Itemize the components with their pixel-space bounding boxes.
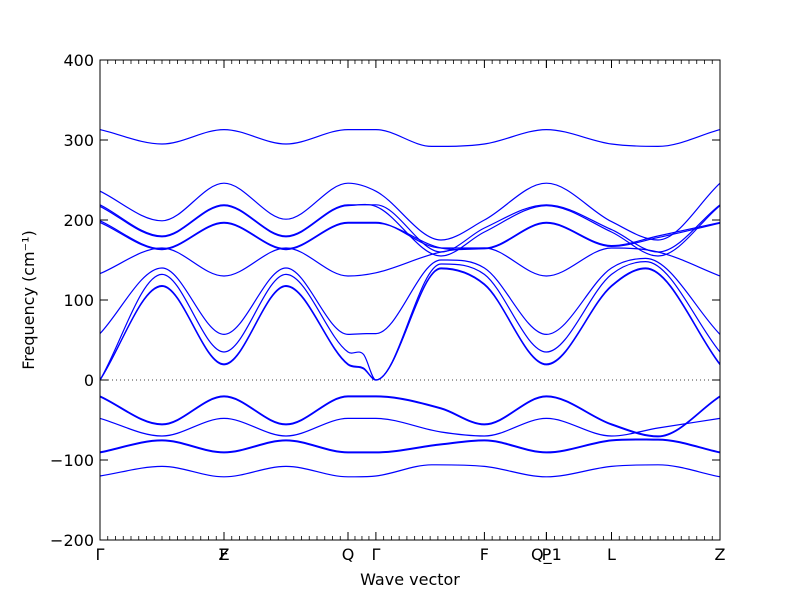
phonon-branch-8 [99,257,721,336]
x-axis-label: Wave vector [360,570,460,589]
series-layer [99,128,721,478]
y-axis-label: Frequency (cm⁻¹) [19,230,38,369]
x-tick-label: Γ [96,545,105,564]
x-tick-label: Z [219,545,230,564]
y-tick-label: 0 [84,371,94,390]
x-axis-ticks: Γ ZF Q Γ F PQ_1 L Z [96,60,726,565]
phonon-branch-14 [99,417,721,437]
y-tick-label: 200 [63,211,94,230]
phonon-branch-16 [99,439,721,454]
x-tick-label: Z [715,545,726,564]
phonon-branch-11 [99,268,721,381]
y-tick-label: −200 [50,531,94,550]
y-tick-label: 400 [63,51,94,70]
y-tick-label: 300 [63,131,94,150]
phonon-branch-12 [99,395,721,437]
phonon-branch-6 [99,221,721,251]
x-tick-label: Q [342,545,355,564]
phonon-branch-13 [99,396,721,438]
phonon-branch-15 [99,438,721,453]
phonon-branch-1 [99,128,721,148]
phonon-branch-17 [99,464,721,478]
y-axis-ticks: −200 −100 0 100 200 300 400 [50,51,720,550]
x-tick-label: L [607,545,616,564]
x-tick-label: Q_1 [531,545,562,565]
y-tick-label: 100 [63,291,94,310]
y-tick-label: −100 [50,451,94,470]
phonon-branch-3 [99,204,721,253]
phonon-branch-7 [99,247,721,277]
phonon-branch-5 [99,220,721,250]
minor-tick-marks [107,60,713,540]
phonon-branch-10 [99,267,721,381]
x-tick-label: F [219,545,228,564]
phonon-branch-2 [99,182,721,241]
x-tick-label: Γ [371,545,380,564]
x-tick-label: F [480,545,489,564]
x-tick-label: P [542,545,552,564]
